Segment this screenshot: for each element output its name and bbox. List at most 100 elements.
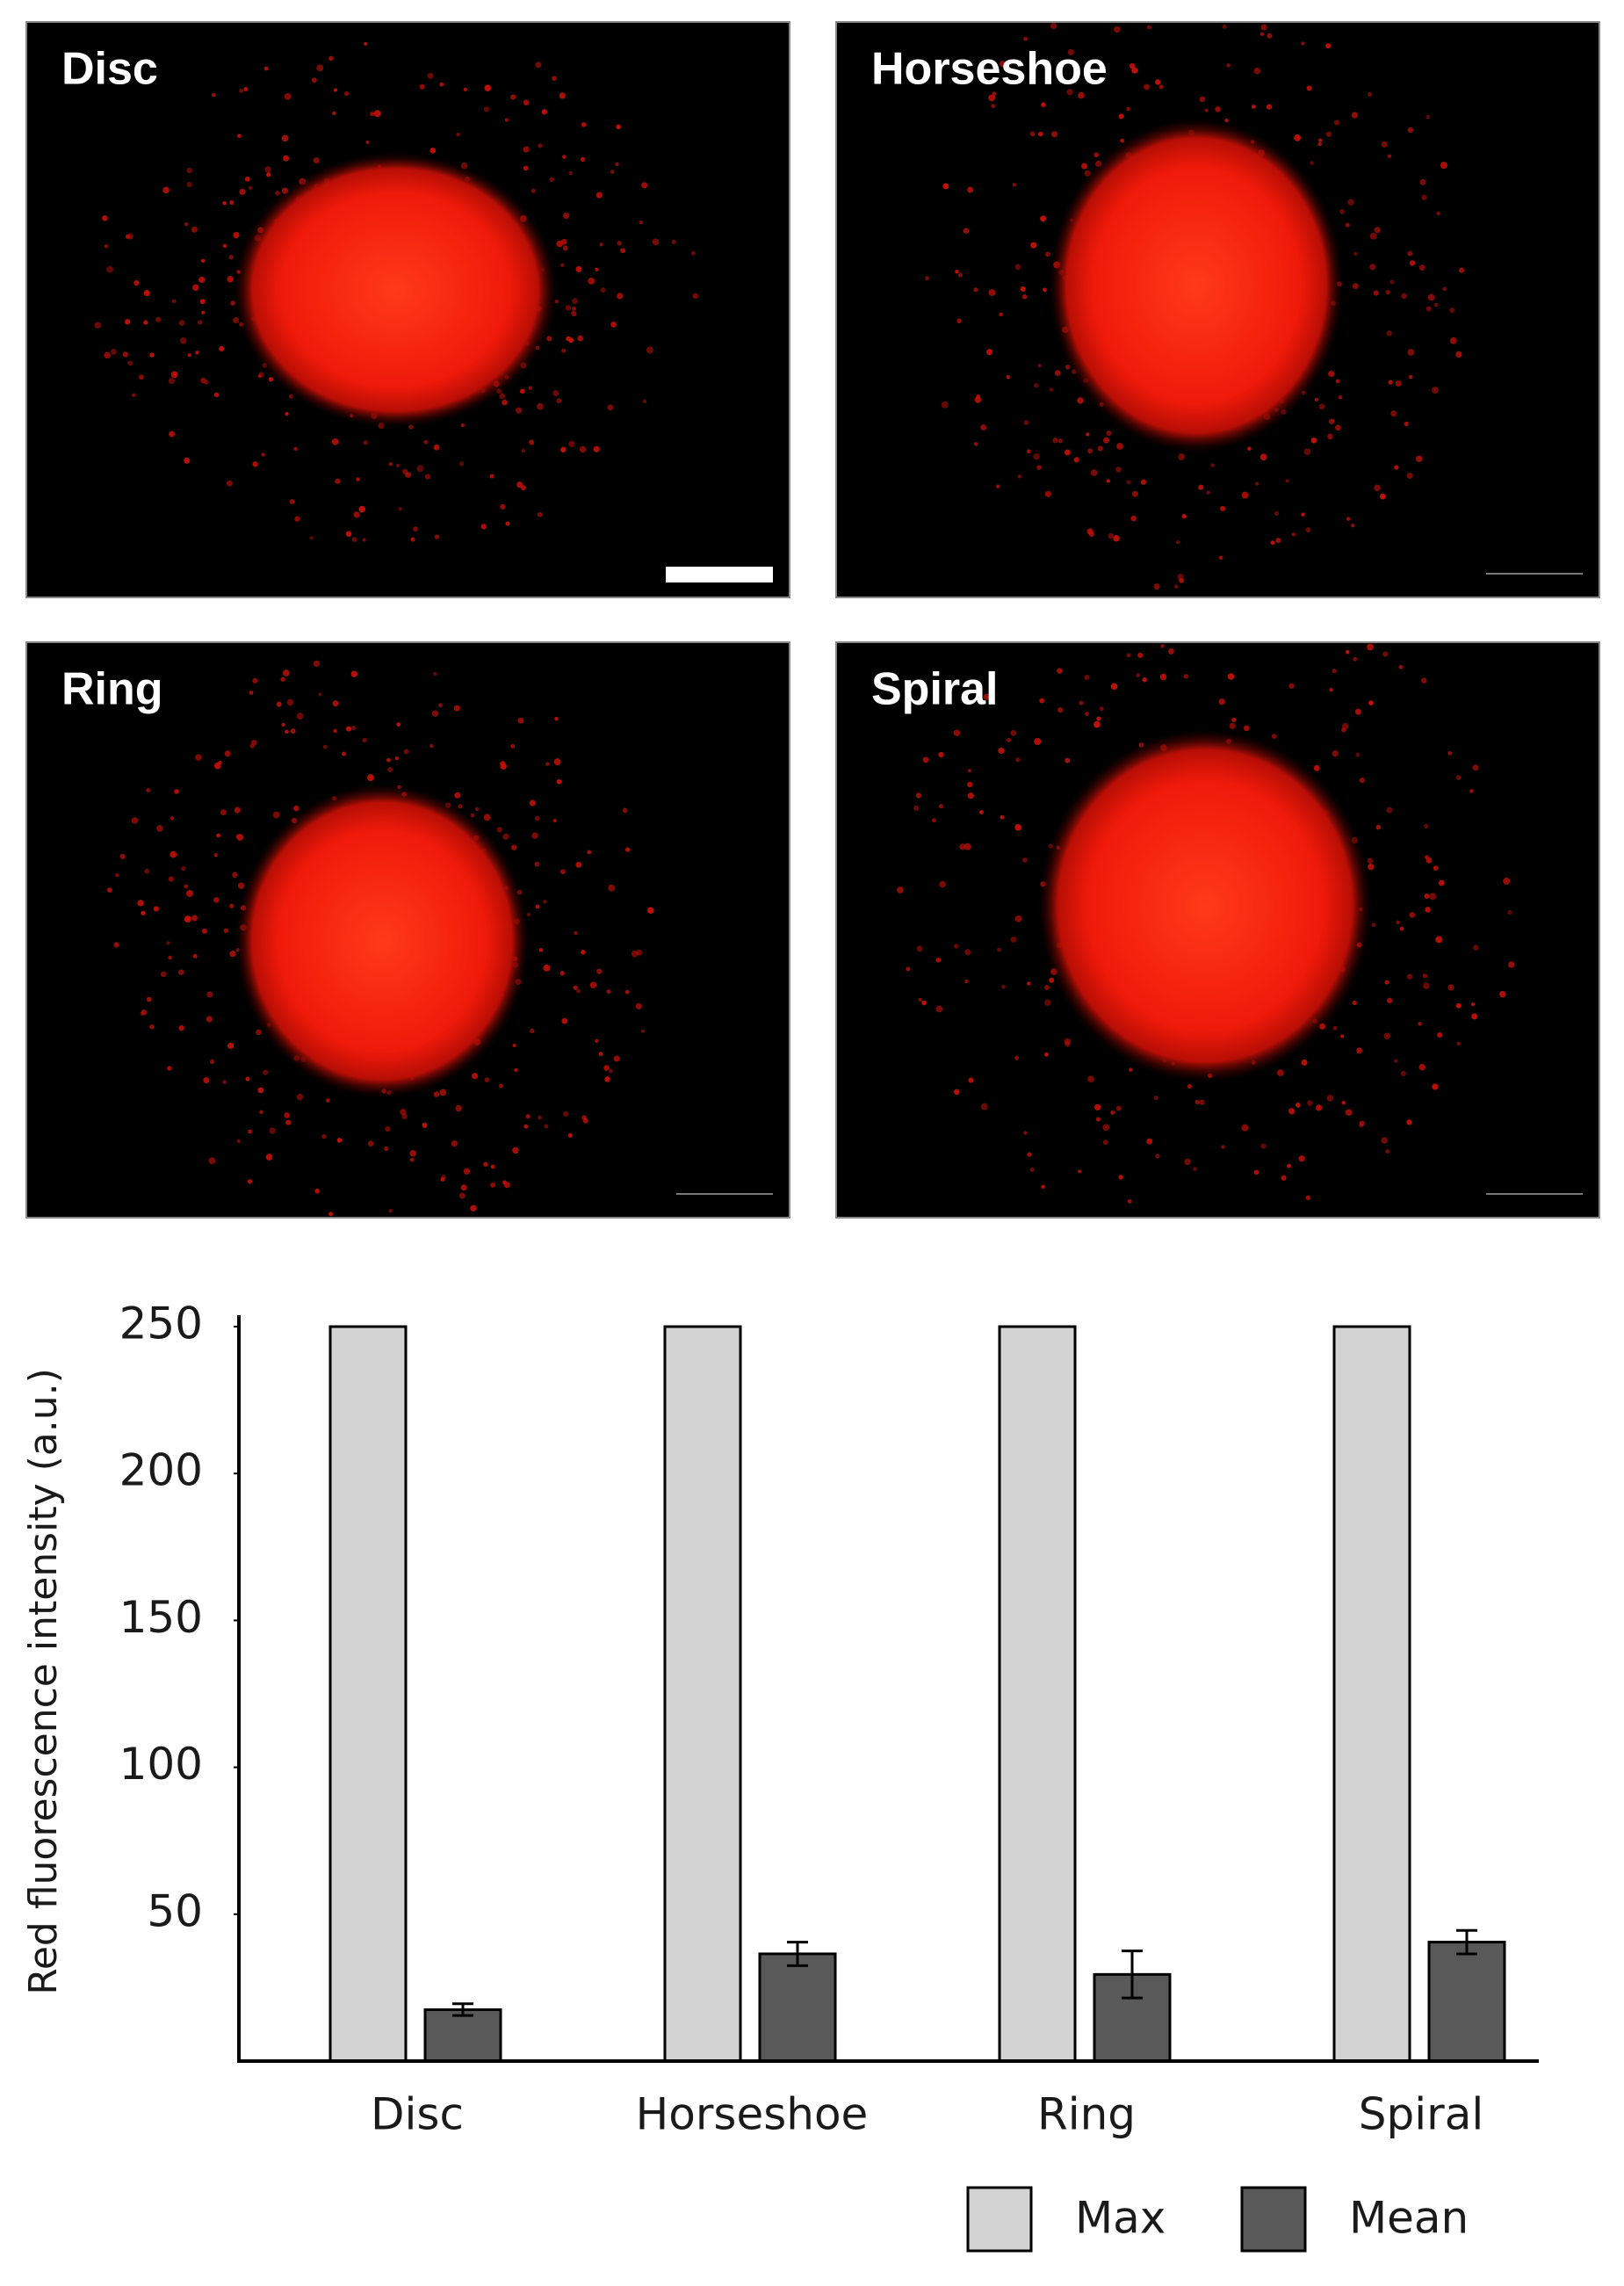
cell-dot [1408, 374, 1413, 380]
cell-dot [986, 349, 993, 356]
cell-dot [266, 172, 271, 177]
cell-dot [1436, 211, 1440, 216]
cell-dot [235, 834, 241, 839]
cell-dot [483, 814, 491, 821]
cell-dot [1099, 706, 1104, 712]
cell-dot [546, 336, 552, 342]
cell-dot [248, 1129, 252, 1134]
cell-dot [973, 442, 978, 446]
cell-dot [1057, 668, 1063, 674]
cell-dot [1356, 1047, 1363, 1054]
cell-dot [1153, 583, 1160, 590]
cell-dot [405, 472, 411, 478]
cell-dot [538, 948, 544, 952]
cell-dot [1306, 85, 1312, 91]
cell-dot [331, 438, 339, 445]
cell-dot [313, 157, 320, 164]
cell-dot [144, 868, 150, 874]
cell-dot [178, 969, 184, 975]
cell-dot [1260, 32, 1264, 36]
cell-dot [213, 853, 218, 857]
cell-dot [505, 521, 510, 526]
cell-dot [641, 182, 648, 189]
cell-dot [1471, 1013, 1478, 1020]
cell-dot [1409, 912, 1416, 918]
cell-dot [980, 424, 987, 430]
cell-dot [1199, 96, 1206, 103]
cell-dot [1327, 433, 1333, 440]
panel-label: Horseshoe [871, 44, 1108, 95]
cell-dot [1096, 716, 1101, 721]
cell-dot [1077, 397, 1084, 404]
cell-dot [1301, 41, 1305, 46]
cell-dot [328, 1212, 333, 1217]
cell-dot [1215, 106, 1221, 112]
cell-dot [503, 1182, 510, 1189]
cell-dot [1073, 457, 1079, 463]
cell-dot [259, 1110, 263, 1114]
cell-dot [1301, 1059, 1308, 1066]
cell-dot [499, 1083, 503, 1089]
cell-dot [1241, 491, 1249, 499]
cell-dot [1057, 706, 1064, 713]
cell-dot [490, 1164, 495, 1169]
cell-dot [480, 524, 487, 530]
cell-dot [1455, 351, 1462, 358]
cell-dot [1052, 437, 1058, 444]
cell-dot [624, 847, 631, 852]
cell-dot [400, 1109, 407, 1116]
cell-dot [563, 1110, 569, 1118]
cell-dot [1015, 757, 1021, 763]
cell-dot [332, 111, 336, 116]
cell-dot [199, 299, 206, 305]
cell-dot [1409, 260, 1416, 266]
cell-dot [1270, 540, 1275, 546]
cell-dot [976, 394, 981, 399]
cell-dot [1222, 24, 1227, 29]
cell-dot [955, 269, 959, 274]
cell-dot [613, 1055, 620, 1062]
cell-dot [263, 66, 269, 71]
cell-dot [690, 250, 696, 256]
cell-dot [1456, 1041, 1461, 1045]
cell-dot [198, 276, 206, 284]
cell-dot [510, 844, 517, 850]
cell-dot [545, 762, 550, 766]
y-tick-label: 50 [147, 1885, 203, 1936]
cell-dot [622, 807, 628, 814]
cell-dot [223, 928, 229, 934]
cell-dot [1407, 250, 1413, 257]
cell-dot [201, 928, 207, 934]
cell-dot [1325, 43, 1332, 49]
cell-dot [576, 988, 581, 994]
cell-dot [1187, 1084, 1192, 1089]
cell-dot [1303, 448, 1311, 455]
cell-dot [222, 243, 227, 249]
cell-dot [394, 756, 399, 761]
cell-dot [1326, 1095, 1334, 1102]
cell-dot [385, 1125, 391, 1132]
cell-dot [168, 955, 173, 960]
cell-dot [192, 953, 198, 959]
cell-dot [941, 401, 949, 409]
cell-dot [1023, 420, 1029, 425]
cell-dot [1115, 1105, 1122, 1111]
cell-dot [579, 445, 587, 453]
cell-dot [149, 352, 155, 358]
cell-dot [281, 134, 289, 142]
cell-dot [141, 1009, 148, 1016]
cell-dot [234, 807, 241, 814]
cell-dot [1106, 430, 1112, 437]
cell-dot [1385, 289, 1390, 295]
cell-dot [988, 94, 996, 102]
cell-dot [1294, 134, 1302, 141]
cell-dot [640, 1029, 645, 1033]
bar [998, 1325, 1077, 2063]
cell-dot [1359, 1120, 1365, 1126]
cell-dot [956, 318, 962, 324]
cell-dot [1386, 807, 1393, 814]
cell-dot [1429, 893, 1437, 901]
cell-dot [1153, 1096, 1158, 1100]
cell-dot [561, 1017, 568, 1024]
